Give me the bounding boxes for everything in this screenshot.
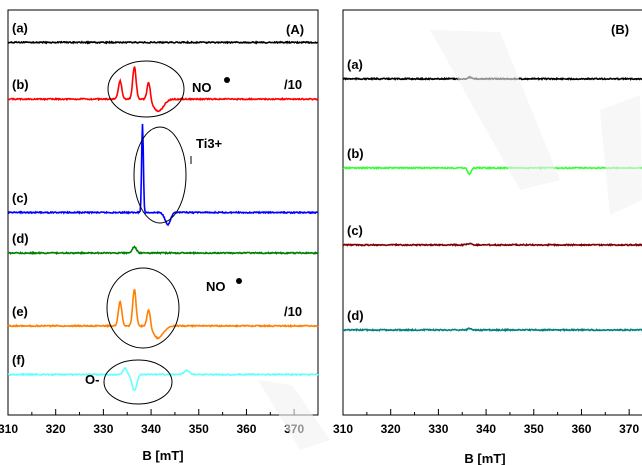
x-tick-label: 320 [46, 422, 66, 436]
spectrum-line-a [7, 40, 318, 45]
ti3-circle [133, 126, 187, 224]
series-label-e: (e) [12, 304, 28, 319]
x-tick-label: 310 [333, 422, 353, 436]
panel-a-xlabel: B [mT] [142, 448, 183, 463]
series-label-c: (c) [12, 191, 28, 206]
spectrum-line-b [342, 165, 642, 176]
panel-b-label: (B) [611, 22, 629, 37]
x-tick-label: 350 [189, 422, 209, 436]
x-tick-label: 360 [236, 422, 256, 436]
panel-a-label: (A) [286, 22, 304, 37]
series-label-b: (b) [12, 77, 29, 92]
no-radical-circle-b [107, 60, 185, 118]
x-tick-label: 360 [571, 422, 591, 436]
radical-dot-e [236, 278, 242, 284]
x-tick-label: 310 [0, 422, 18, 436]
panel-b-frame [342, 9, 642, 416]
series-label-a: (a) [347, 57, 363, 72]
spectrum-line-b [8, 66, 319, 113]
spectrum-line-e [7, 288, 319, 340]
annotation-no-b: NO [192, 80, 212, 95]
spectrum-line-c [7, 123, 319, 227]
spectrum-line-d [342, 327, 642, 332]
annotation-o-minus: O- [85, 372, 99, 387]
radical-dot-b [224, 77, 230, 83]
spectrum-line-d [7, 245, 319, 256]
panel-a-plot: 310320330340350360370(a)(b)/10(c)(d)(e)/… [0, 20, 319, 436]
x-tick-label: 330 [428, 422, 448, 436]
x-tick-label: 350 [524, 422, 544, 436]
o-minus-circle [103, 359, 173, 405]
x-tick-label: 320 [381, 422, 401, 436]
no-radical-circle-e [106, 267, 180, 349]
series-label-d: (d) [347, 308, 364, 323]
x-tick-label: 340 [141, 422, 161, 436]
annotation-no-e: NO [206, 279, 226, 294]
scale-annotation: /10 [284, 77, 302, 92]
x-tick-label: 370 [619, 422, 639, 436]
annotation-ti3: Ti3+ [196, 136, 223, 151]
scale-annotation: /10 [284, 304, 302, 319]
series-label-b: (b) [347, 146, 364, 161]
series-label-d: (d) [12, 231, 29, 246]
spectrum-line-f [7, 367, 319, 391]
spectrum-line-c [342, 242, 642, 248]
x-tick-label: 330 [93, 422, 113, 436]
panel-b-xlabel: B [mT] [464, 451, 505, 465]
series-label-f: (f) [12, 353, 25, 368]
series-label-a: (a) [12, 20, 28, 35]
series-label-c: (c) [347, 223, 363, 238]
x-tick-label: 340 [476, 422, 496, 436]
watermark-shapes [258, 30, 642, 450]
